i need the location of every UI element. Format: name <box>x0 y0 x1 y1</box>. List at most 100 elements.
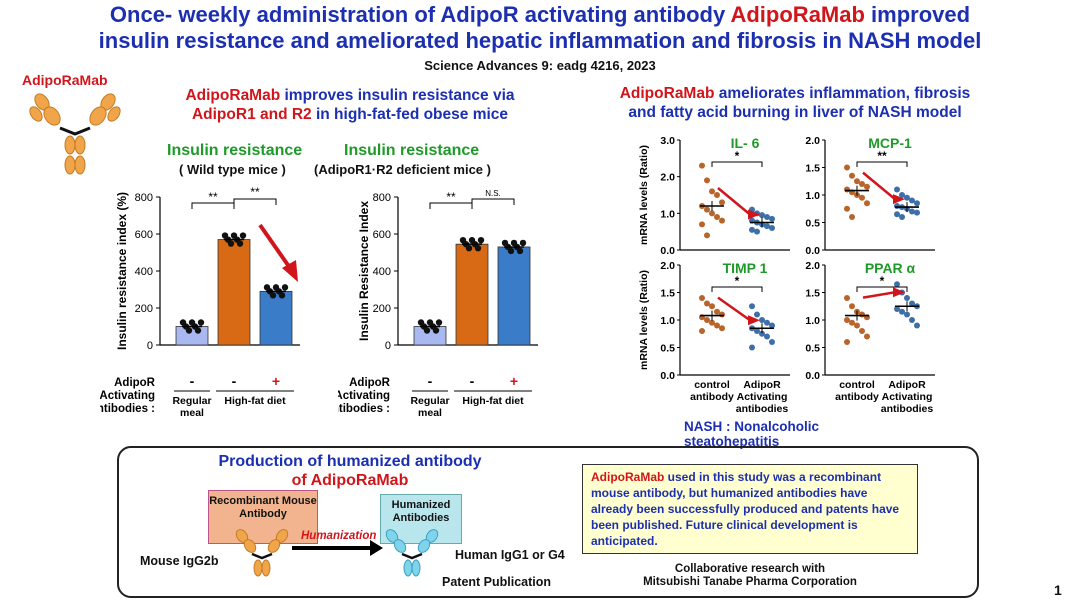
data-point <box>849 319 855 326</box>
y-tick-label: 400 <box>135 266 153 278</box>
y-tick-label: 0.5 <box>805 343 820 355</box>
collab-line1: Collaborative research with <box>674 563 826 575</box>
left-heading: AdipoRaMab improves insulin resistance v… <box>140 86 560 124</box>
note-text: used in this study was a recombinant mou… <box>591 470 900 548</box>
right-heading-highlight: AdipoRaMab <box>619 85 715 102</box>
data-point <box>914 322 920 329</box>
data-point <box>423 327 431 334</box>
data-point <box>477 236 485 244</box>
x-category-label: Activating <box>882 391 933 403</box>
y-tick-label: 0 <box>147 340 153 352</box>
data-point <box>844 164 850 171</box>
humanized-box: Humanized Antibodies <box>380 494 462 544</box>
bar-chart-wild-type: 0 200 400 600 800 Insulin resistance index (%… <box>100 185 300 419</box>
data-point <box>754 311 760 318</box>
data-point <box>749 344 755 351</box>
sig-bracket <box>233 198 277 205</box>
y-tick-label: 2.0 <box>805 260 820 272</box>
antibody-row-label: antibodies : <box>338 403 390 415</box>
data-point <box>719 199 725 206</box>
antibody-sign: + <box>272 373 280 389</box>
citation: Science Advances 9: eadg 4216, 2023 <box>424 58 656 73</box>
data-point <box>759 212 765 219</box>
group-label: High-fat diet <box>462 395 524 407</box>
chart2-subtitle: (AdipoR1·R2 deficient mice ) <box>314 162 491 177</box>
data-point <box>894 281 900 288</box>
group-label: High-fat diet <box>224 395 286 407</box>
nash-note: NASH : Nonalcoholic steatohepatitis <box>684 419 820 449</box>
chart1-title: Insulin resistance <box>167 142 303 159</box>
trend-arrowhead <box>748 209 760 220</box>
data-point <box>769 322 775 329</box>
bar <box>497 246 531 346</box>
recombinant-box: Recombinant Mouse Antibody <box>208 490 318 544</box>
data-point <box>764 333 770 340</box>
data-point <box>909 300 915 307</box>
data-point <box>714 214 720 220</box>
y-tick-label: 0.5 <box>805 218 820 230</box>
data-point <box>909 197 915 204</box>
production-title-line1: Production of humanized antibody <box>218 453 482 470</box>
trend-arrowhead <box>893 194 905 205</box>
collaboration: Collaborative research with Mitsubishi T… <box>600 563 900 589</box>
data-point <box>704 300 710 307</box>
trend-arrowhead <box>893 287 905 298</box>
data-point <box>699 295 705 301</box>
data-point <box>894 306 900 312</box>
antibody-sign: + <box>510 373 518 389</box>
y-tick-label: 1.5 <box>805 163 820 175</box>
right-heading-text2: and fatty acid burning in liver of NASH … <box>628 104 962 121</box>
trend-arrow <box>258 223 292 270</box>
data-point <box>704 177 710 184</box>
data-point <box>194 327 202 334</box>
data-point <box>185 327 193 334</box>
arrow-right-icon <box>292 540 383 556</box>
data-point <box>709 210 715 217</box>
y-tick-label: 1.0 <box>660 315 675 327</box>
antibody-sign: - <box>470 373 475 389</box>
sig-label: * <box>735 149 740 163</box>
data-point <box>769 225 775 231</box>
page-title: Once- weekly administration of AdipoR ac… <box>0 2 1080 27</box>
x-category-label: control <box>839 379 875 391</box>
sig-bracket <box>191 202 235 209</box>
trend-arrowhead <box>282 260 298 282</box>
data-point <box>759 330 765 337</box>
data-point <box>914 209 920 216</box>
trend-arrow <box>862 291 896 299</box>
note-highlight: AdipoRaMab <box>591 470 665 484</box>
x-category-label: antibody <box>690 391 734 403</box>
x-category-label: antibodies <box>736 403 789 415</box>
data-point <box>714 308 720 315</box>
y-axis-label: Insulin Resistance Index <box>357 201 371 341</box>
data-point <box>749 226 755 233</box>
sig-bracket <box>711 286 763 292</box>
data-point <box>714 192 720 198</box>
logo-label: AdipoRaMab <box>22 72 108 88</box>
data-point <box>281 284 289 291</box>
scatter-title: MCP-1 <box>868 135 912 151</box>
data-point <box>914 200 920 207</box>
y-tick-label: 3.0 <box>660 135 675 147</box>
antibody-row-label: AdipoR <box>114 377 156 389</box>
data-point <box>769 215 775 222</box>
y-tick-label: 1.5 <box>660 288 675 300</box>
data-point <box>859 328 865 334</box>
left-heading-text: improves insulin resistance via <box>280 87 515 104</box>
antibody-sign: - <box>190 373 195 389</box>
data-point <box>474 244 482 252</box>
scatter-title: PPAR α <box>865 260 916 276</box>
sig-label: ** <box>208 190 218 204</box>
page-number: 1 <box>1054 582 1062 598</box>
data-point <box>904 311 910 318</box>
sig-bracket <box>856 286 908 292</box>
page-title-line2: insulin resistance and ameliorated hepat… <box>98 28 982 53</box>
data-point <box>278 292 286 299</box>
y-tick-label: 800 <box>373 192 391 204</box>
data-point <box>435 319 443 326</box>
data-point <box>227 240 235 247</box>
antibody-icon <box>29 93 121 175</box>
humanization-label: Humanization <box>301 530 377 542</box>
sig-bracket <box>471 198 515 205</box>
antibody-row-label: Activating <box>338 390 390 402</box>
